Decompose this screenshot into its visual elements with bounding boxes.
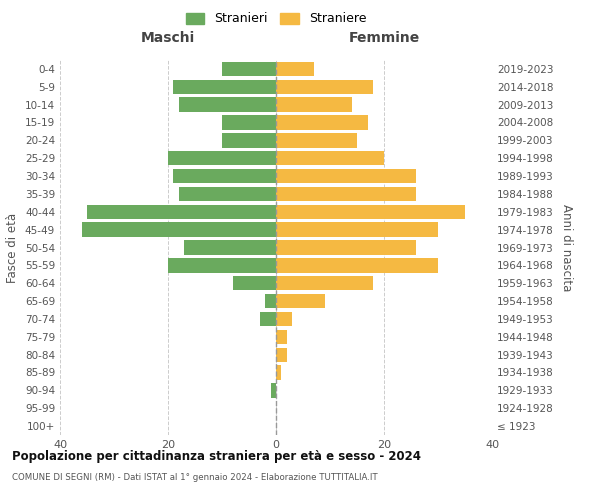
Bar xyxy=(276,330,287,344)
Bar xyxy=(179,98,276,112)
Bar xyxy=(276,348,287,362)
Bar xyxy=(233,276,276,290)
Bar xyxy=(276,222,438,237)
Bar xyxy=(276,80,373,94)
Bar xyxy=(173,169,276,183)
Bar xyxy=(260,312,276,326)
Bar xyxy=(276,240,416,254)
Bar xyxy=(184,240,276,254)
Bar xyxy=(168,258,276,272)
Bar xyxy=(276,133,357,148)
Bar xyxy=(265,294,276,308)
Text: Maschi: Maschi xyxy=(141,31,195,45)
Bar xyxy=(276,366,281,380)
Bar xyxy=(276,204,465,219)
Y-axis label: Fasce di età: Fasce di età xyxy=(7,212,19,282)
Bar xyxy=(276,169,416,183)
Text: COMUNE DI SEGNI (RM) - Dati ISTAT al 1° gennaio 2024 - Elaborazione TUTTITALIA.I: COMUNE DI SEGNI (RM) - Dati ISTAT al 1° … xyxy=(12,472,377,482)
Bar xyxy=(222,62,276,76)
Bar xyxy=(222,116,276,130)
Bar xyxy=(276,62,314,76)
Bar xyxy=(276,276,373,290)
Bar xyxy=(222,133,276,148)
Y-axis label: Anni di nascita: Anni di nascita xyxy=(560,204,573,291)
Bar xyxy=(276,116,368,130)
Bar xyxy=(276,294,325,308)
Bar xyxy=(179,187,276,201)
Bar xyxy=(82,222,276,237)
Legend: Stranieri, Straniere: Stranieri, Straniere xyxy=(182,8,370,29)
Bar xyxy=(271,383,276,398)
Bar xyxy=(276,187,416,201)
Bar xyxy=(276,258,438,272)
Bar xyxy=(276,151,384,166)
Bar xyxy=(173,80,276,94)
Text: Femmine: Femmine xyxy=(349,31,419,45)
Bar xyxy=(276,98,352,112)
Text: Popolazione per cittadinanza straniera per età e sesso - 2024: Popolazione per cittadinanza straniera p… xyxy=(12,450,421,463)
Bar xyxy=(168,151,276,166)
Bar xyxy=(87,204,276,219)
Bar xyxy=(276,312,292,326)
